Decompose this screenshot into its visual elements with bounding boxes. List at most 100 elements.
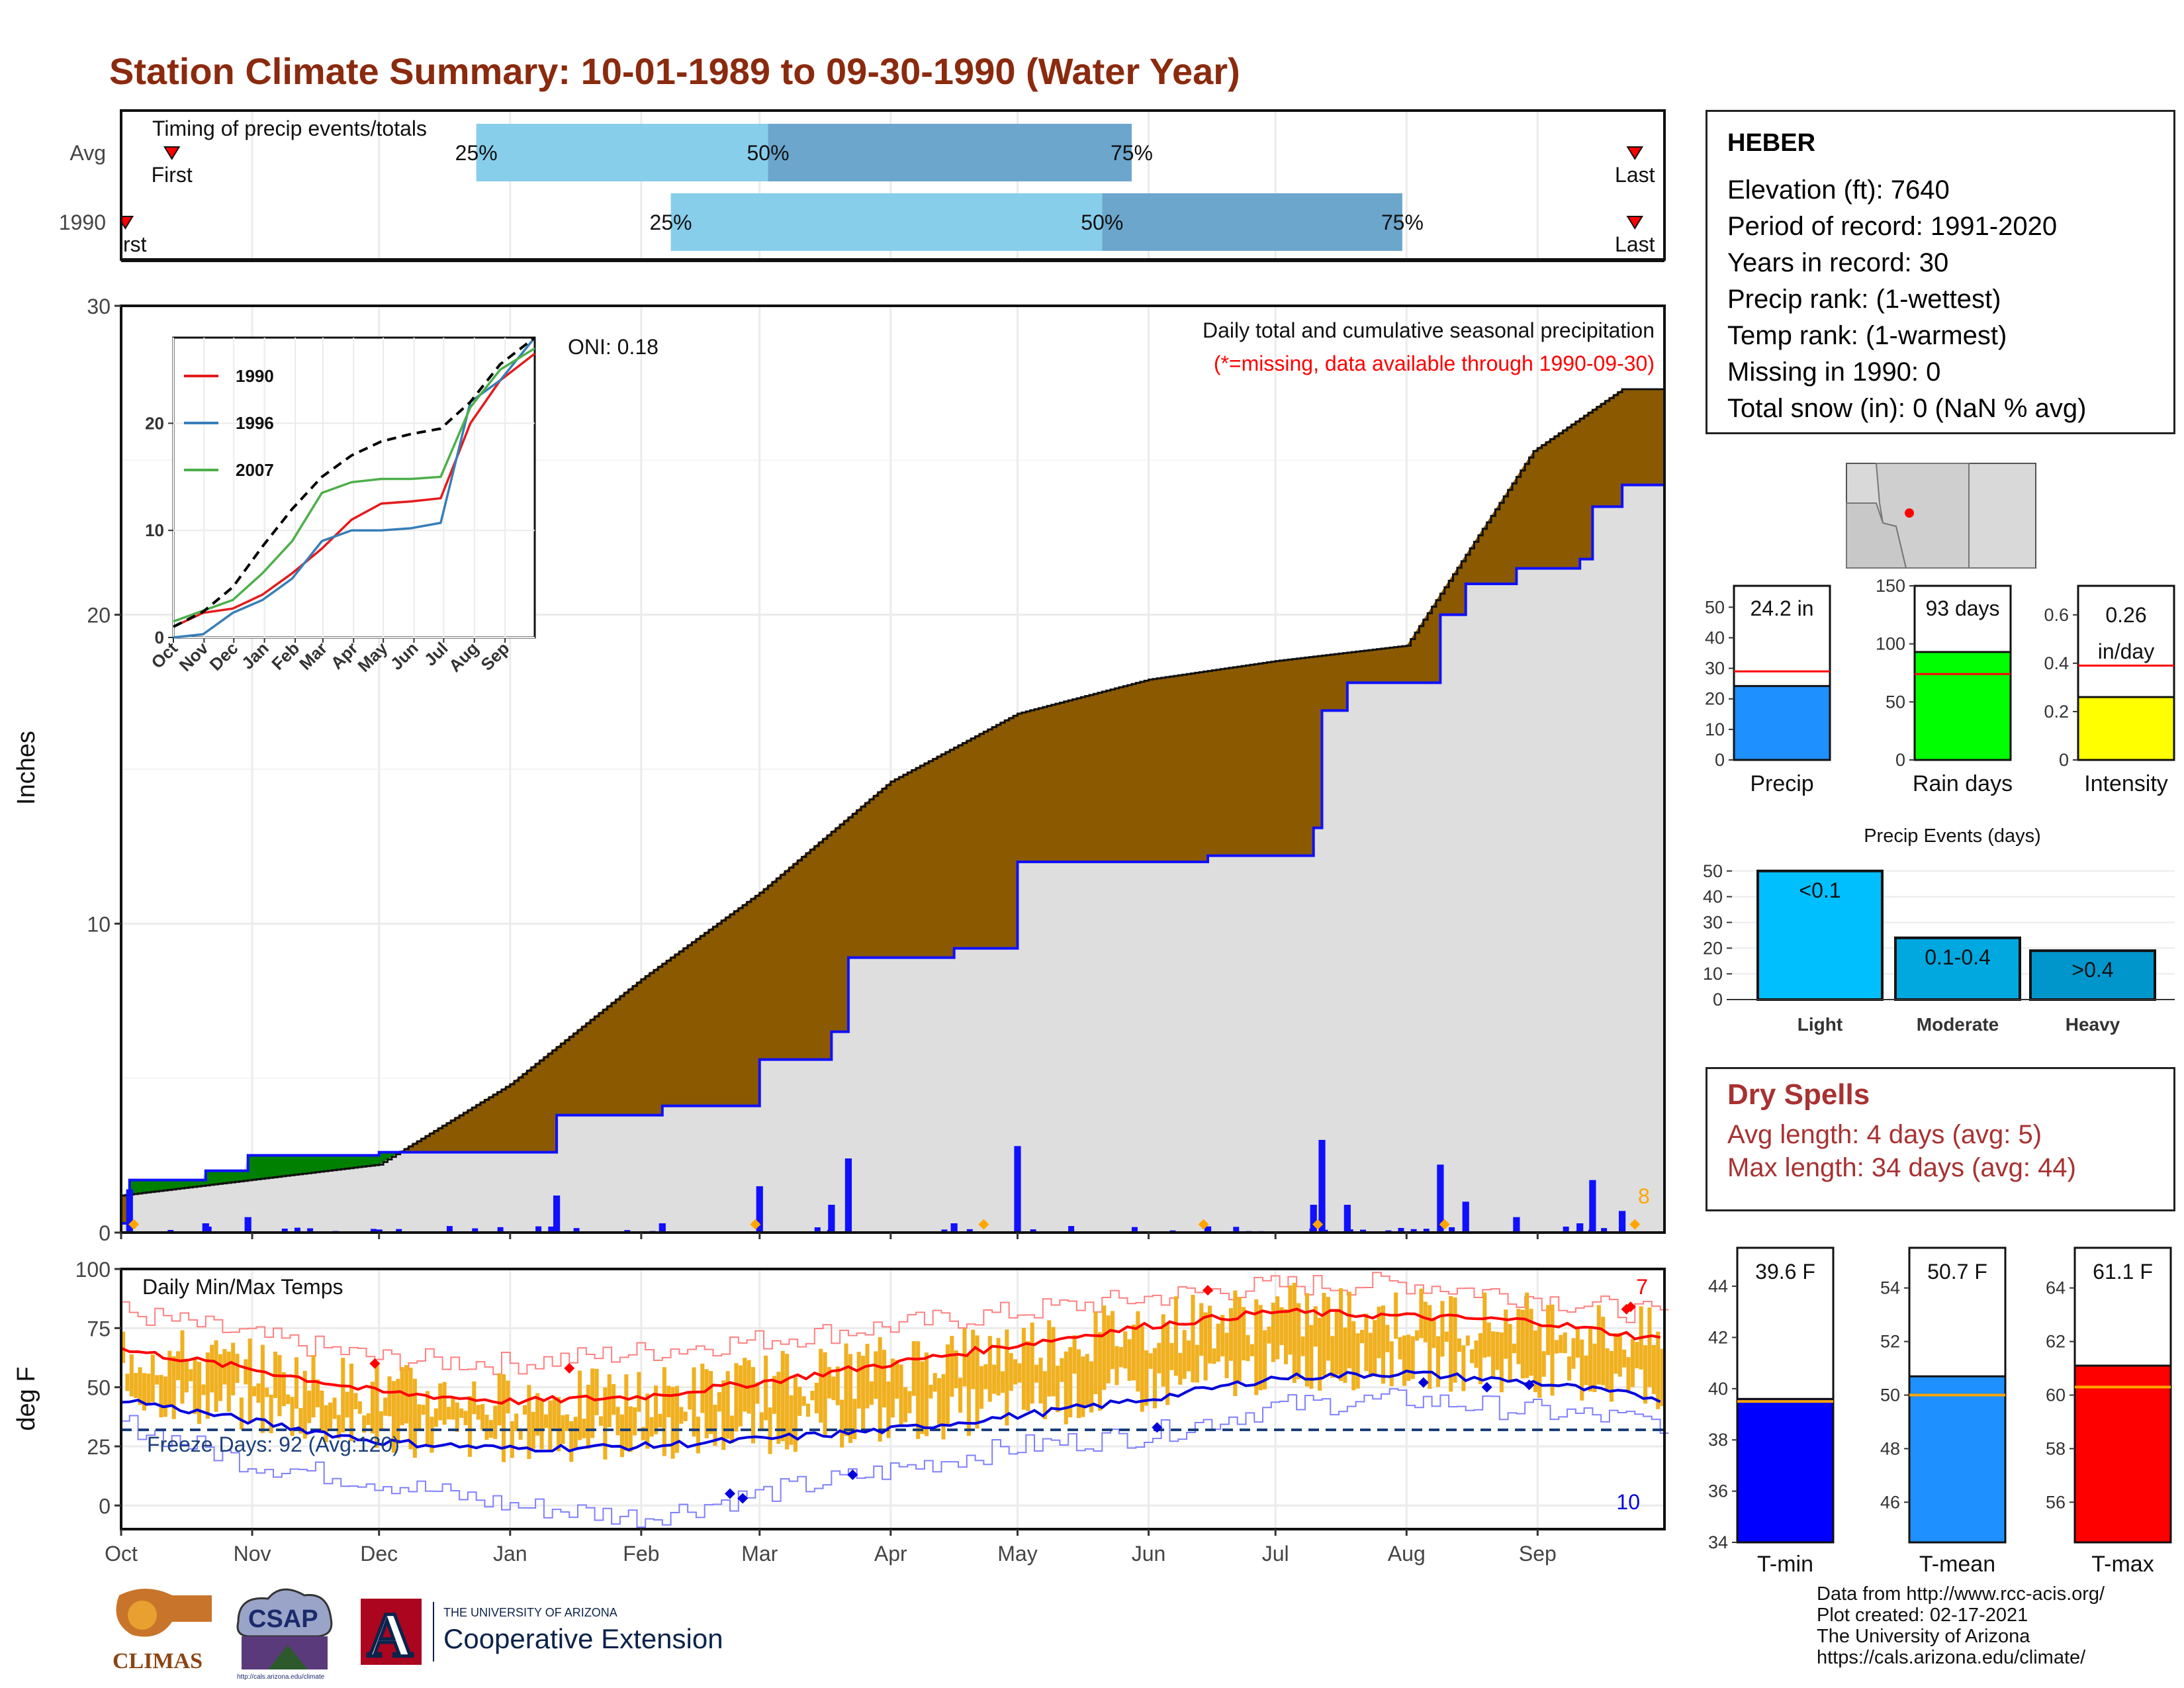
summary-ytick-label: 50 — [1705, 597, 1725, 617]
daily-temp-bar — [357, 1401, 362, 1414]
daily-temp-bar — [751, 1367, 756, 1444]
daily-temp-bar — [226, 1351, 231, 1412]
summary-bar — [2077, 696, 2175, 761]
events-bar-label: >0.4 — [2071, 958, 2113, 982]
temp-summary-ytick-label: 64 — [2046, 1278, 2066, 1298]
summary-ytick-label: 0 — [2059, 750, 2069, 770]
daily-temp-bar — [941, 1374, 946, 1440]
daily-temp-bar — [1212, 1348, 1216, 1364]
daily-temp-bar — [1233, 1290, 1238, 1397]
daily-temp-bar — [1000, 1371, 1005, 1393]
daily-temp-bar — [1009, 1353, 1013, 1391]
daily-temp-bar — [1111, 1311, 1115, 1370]
daily-precip-bar — [1343, 1205, 1351, 1233]
daily-temp-bar — [1482, 1292, 1487, 1358]
daily-temp-bar — [1478, 1333, 1482, 1385]
daily-temp-bar — [150, 1354, 155, 1402]
daily-temp-bar — [379, 1411, 383, 1431]
dry-spells-max: Max length: 34 days (avg: 44) — [1727, 1153, 2076, 1182]
daily-temp-bar — [1377, 1306, 1381, 1358]
daily-temp-bar — [903, 1387, 908, 1423]
temp-summary-ytick-label: 52 — [1880, 1332, 1900, 1352]
daily-temp-bar — [1279, 1307, 1284, 1345]
daily-temp-bar — [1207, 1305, 1212, 1364]
daily-temp-bar — [1250, 1344, 1254, 1356]
ua-logo-letter: A — [367, 1600, 413, 1670]
temps-frame — [120, 1268, 1666, 1530]
daily-precip-bar — [756, 1186, 763, 1233]
daily-temp-bar — [1465, 1335, 1470, 1346]
events-ytick-label: 30 — [1703, 912, 1723, 932]
daily-temp-bar — [688, 1391, 692, 1410]
daily-temp-bar — [286, 1394, 291, 1404]
daily-temp-bar — [561, 1415, 565, 1444]
daily-temp-bar — [852, 1399, 857, 1440]
daily-temp-bar — [159, 1375, 163, 1418]
daily-temp-bar — [1563, 1332, 1567, 1354]
daily-temp-bar — [878, 1337, 882, 1442]
daily-temp-bar — [945, 1344, 950, 1425]
summary-ytick-label: 40 — [1705, 628, 1725, 647]
daily-temp-bar — [391, 1381, 396, 1453]
daily-temp-bar — [244, 1359, 248, 1385]
daily-precip-bar — [950, 1223, 958, 1233]
daily-precip-bar — [966, 1229, 973, 1233]
daily-precip-bar — [1462, 1201, 1469, 1233]
timing-p50-label: 50% — [1081, 211, 1123, 234]
daily-temp-bar — [430, 1417, 434, 1453]
summary-ytick-label: 0 — [1895, 750, 1905, 770]
daily-precip-bar — [1437, 1164, 1444, 1233]
daily-precip-bar — [814, 1227, 821, 1233]
daily-temp-bar — [1136, 1311, 1140, 1392]
daily-temp-bar — [700, 1364, 705, 1413]
daily-temp-bar — [1389, 1341, 1394, 1387]
month-tick-label: Jul — [1262, 1542, 1289, 1566]
precip-title: Daily total and cumulative seasonal prec… — [1203, 318, 1655, 342]
daily-temp-bar — [1275, 1296, 1280, 1360]
daily-temp-bar — [835, 1366, 840, 1405]
daily-temp-bar — [184, 1358, 189, 1393]
daily-temp-bar — [971, 1329, 976, 1389]
summary-ytick-label: 100 — [1876, 634, 1905, 654]
logos: CLIMAS CSAP http://cals.arizona.edu/clim… — [113, 1588, 723, 1681]
temp-summary-ytick-label: 36 — [1708, 1481, 1728, 1501]
daily-temp-bar — [375, 1365, 379, 1448]
daily-temp-bar — [438, 1383, 443, 1421]
daily-temp-bar — [598, 1416, 604, 1426]
daily-temp-bar — [1060, 1358, 1064, 1382]
timing-p75-label: 75% — [1381, 211, 1424, 234]
record-marker — [847, 1469, 858, 1480]
temp-summary-category-label: T-max — [2091, 1552, 2154, 1577]
daily-temp-bar — [472, 1382, 477, 1415]
daily-temp-bar — [696, 1417, 700, 1454]
daily-temp-bar — [1093, 1311, 1098, 1395]
daily-temp-bar — [180, 1330, 185, 1404]
daily-temp-bar — [1089, 1361, 1094, 1413]
daily-temp-bar — [1030, 1322, 1034, 1404]
daily-temp-bar — [899, 1364, 903, 1426]
daily-temp-bar — [1359, 1329, 1365, 1344]
daily-temp-bar — [565, 1414, 569, 1431]
station-location-marker — [1905, 508, 1914, 518]
events-ytick-label: 0 — [1713, 990, 1723, 1009]
daily-temp-bar — [1118, 1346, 1123, 1368]
daily-temp-bar — [248, 1338, 252, 1423]
daily-precip-bar — [535, 1226, 542, 1233]
location-map — [1846, 463, 2036, 569]
daily-temp-bar — [1398, 1336, 1402, 1360]
daily-temp-bar — [1449, 1295, 1453, 1392]
avg-max-line — [120, 1307, 1661, 1405]
station-name: HEBER — [1727, 129, 1816, 157]
precip-ytick-label: 0 — [99, 1221, 111, 1245]
daily-temp-bar — [493, 1405, 498, 1439]
daily-temp-bar — [387, 1376, 392, 1417]
temp-summary-value-label: 50.7 F — [1927, 1260, 1987, 1284]
daily-precip-bar — [573, 1228, 580, 1233]
timing-title: Timing of precip events/totals — [152, 117, 427, 140]
daily-temp-bar — [645, 1393, 650, 1449]
daily-temp-bar — [890, 1358, 895, 1418]
dry-spells-avg: Avg length: 4 days (avg: 5) — [1727, 1120, 2042, 1149]
daily-temp-bar — [1368, 1333, 1373, 1378]
daily-temp-bar — [341, 1358, 345, 1433]
